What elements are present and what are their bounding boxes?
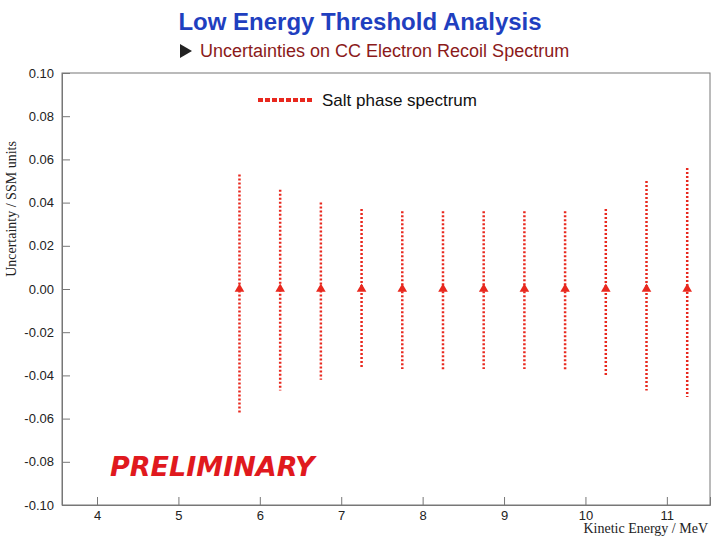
x-tick-mark [504, 497, 505, 505]
y-tick-label: 0.06 [29, 152, 54, 167]
point [275, 283, 285, 291]
y-tick-mark [62, 289, 70, 290]
y-tick: -0.04 [24, 368, 70, 383]
x-tick: 8 [420, 497, 427, 523]
y-tick: 0.06 [29, 152, 70, 167]
error-bar [238, 175, 241, 415]
legend-label: Salt phase spectrum [322, 91, 477, 110]
point [601, 283, 611, 291]
x-tick-label: 9 [501, 508, 508, 523]
y-tick-mark [62, 332, 70, 333]
x-tick: 6 [257, 497, 264, 523]
y-tick-mark [62, 203, 70, 204]
point [235, 283, 245, 291]
y-tick-mark [62, 73, 70, 74]
point [438, 283, 448, 291]
chart: Low Energy Threshold Analysis Uncertainti… [0, 0, 720, 540]
legend-swatch [258, 98, 312, 102]
y-tick: 0.02 [29, 238, 70, 253]
plot-frame [62, 73, 710, 505]
point [560, 283, 570, 291]
x-tick: 5 [175, 497, 182, 523]
y-tick: -0.06 [24, 411, 70, 426]
y-tick-label: -0.02 [24, 325, 54, 340]
x-tick-mark [423, 497, 424, 505]
error-bar [605, 209, 608, 375]
y-tick: 0.00 [29, 282, 70, 297]
bullet [180, 44, 192, 58]
x-tick-mark [585, 497, 586, 505]
x-axis-line [63, 497, 711, 506]
y-tick: 0.10 [29, 66, 70, 81]
annotation: PRELIMINARY [110, 451, 317, 482]
x-tick-label: 4 [94, 508, 101, 523]
y-tick-label: 0.00 [29, 282, 54, 297]
error-bar [686, 168, 689, 397]
y-tick-label: 0.08 [29, 109, 54, 124]
x-tick-label: 5 [175, 508, 182, 523]
y-tick-label: -0.04 [24, 368, 54, 383]
y-tick-mark [62, 375, 70, 376]
x-tick: 11 [661, 497, 675, 523]
x-tick-label: 6 [257, 508, 264, 523]
plot-area [235, 168, 692, 414]
y-tick: 0.08 [29, 109, 70, 124]
y-tick-label: -0.10 [24, 498, 54, 513]
y-tick-label: -0.06 [24, 411, 54, 426]
point [397, 283, 407, 291]
y-axis: 0.10 0.08 0.06 0.04 0.02 0.00 -0.02 -0.04 -0.06 -… [24, 66, 70, 513]
x-tick-mark [178, 497, 179, 505]
y-tick-mark [62, 116, 70, 117]
y-axis-title: Uncertainty / SSM units [4, 141, 19, 277]
point [682, 283, 692, 291]
x-tick: 10 [579, 497, 593, 523]
y-tick-mark [62, 159, 70, 160]
x-tick: 9 [501, 497, 508, 523]
y-tick-label: 0.04 [29, 195, 54, 210]
y-tick-mark [62, 246, 70, 247]
x-axis-title: Kinetic Energy / MeV [583, 521, 708, 536]
y-tick: 0.04 [29, 195, 70, 210]
x-tick: 7 [338, 497, 345, 523]
x-tick-mark [97, 497, 98, 505]
title: Low Energy Threshold Analysis [178, 8, 541, 35]
point [479, 283, 489, 291]
subtitle: Uncertainties on CC Electron Recoil Spec… [200, 41, 569, 61]
y-tick-label: -0.08 [24, 454, 54, 469]
y-axis-line [63, 74, 71, 506]
point [642, 283, 652, 291]
x-tick-mark [341, 497, 342, 505]
point [316, 283, 326, 291]
point [520, 283, 530, 291]
x-tick-mark [260, 497, 261, 505]
x-tick-label: 7 [338, 508, 345, 523]
y-tick-mark [62, 419, 70, 420]
y-tick: -0.02 [24, 325, 70, 340]
point [357, 283, 367, 291]
y-tick-label: 0.10 [29, 66, 54, 81]
x-tick: 4 [94, 497, 101, 523]
x-tick-label: 8 [420, 508, 427, 523]
x-tick-mark [667, 497, 668, 505]
y-tick-label: 0.02 [29, 238, 54, 253]
y-tick-mark [62, 462, 70, 463]
y-tick: -0.08 [24, 454, 70, 469]
x-axis: 4 5 6 7 8 9 10 11 [63, 497, 711, 523]
